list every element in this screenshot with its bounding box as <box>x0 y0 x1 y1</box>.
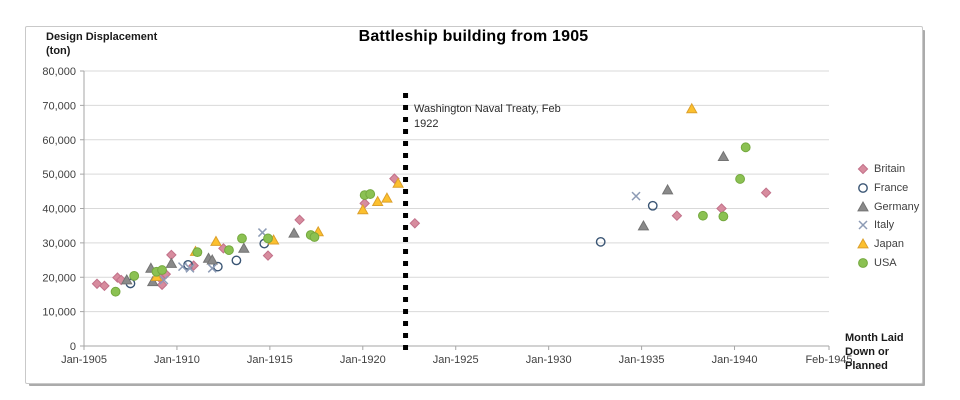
data-point-britain <box>91 278 103 290</box>
data-point-japan <box>371 195 384 207</box>
x-tick-label: Jan-1930 <box>526 354 572 366</box>
legend-label: Japan <box>874 238 904 251</box>
data-point-italy <box>177 262 188 272</box>
data-point-britain <box>262 250 274 261</box>
legend-label: Germany <box>874 200 920 213</box>
data-point-britain <box>409 217 421 229</box>
data-point-italy <box>207 263 217 273</box>
legend-item-france: France <box>856 179 919 198</box>
data-point-germany <box>146 275 159 287</box>
usa-legend-marker <box>858 257 868 268</box>
data-point-usa <box>224 245 234 255</box>
data-point-japan <box>210 235 222 246</box>
data-point-usa <box>110 286 121 297</box>
legend-label: USA <box>874 256 897 269</box>
y-tick-label: 80,000 <box>42 66 76 78</box>
x-tick-label: Jan-1925 <box>433 354 479 366</box>
legend-item-japan: Japan <box>856 235 919 254</box>
data-point-germany <box>206 254 219 265</box>
germany-triangle-icon <box>857 200 869 212</box>
x-tick-label: Feb-1945 <box>805 354 852 366</box>
data-point-usa <box>263 233 273 244</box>
data-point-britain <box>156 279 168 291</box>
y-tick-label: 50,000 <box>42 169 76 181</box>
data-point-usa <box>309 232 320 242</box>
data-point-france <box>231 255 242 266</box>
legend-item-italy: Italy <box>856 216 919 235</box>
data-point-britain <box>671 210 683 222</box>
data-point-japan <box>685 102 698 114</box>
y-tick-label: 60,000 <box>42 135 76 147</box>
britain-diamond-icon <box>857 164 869 175</box>
data-point-germany <box>120 273 133 285</box>
germany-legend-marker <box>857 200 869 212</box>
data-point-usa <box>237 233 247 244</box>
y-tick-label: 20,000 <box>42 272 76 284</box>
legend: Britain France Germany Italy Japan USA <box>856 160 919 272</box>
data-point-france <box>595 236 606 247</box>
data-point-usa <box>735 174 746 184</box>
data-point-britain <box>294 214 305 226</box>
data-point-britain <box>760 187 772 198</box>
x-tick-label: Jan-1935 <box>619 354 665 366</box>
france-open-circle-icon <box>858 183 868 193</box>
data-point-germany <box>661 183 674 195</box>
data-point-germany <box>165 257 178 268</box>
legend-label: Italy <box>874 219 895 232</box>
data-point-japan <box>381 192 393 203</box>
france-legend-marker <box>858 183 868 193</box>
data-point-germany <box>637 220 650 231</box>
data-point-japan <box>356 203 369 215</box>
treaty-annotation: Washington Naval Treaty, Feb 1922 <box>414 103 561 130</box>
y-tick-label: 70,000 <box>42 100 76 112</box>
data-point-usa <box>698 210 708 221</box>
data-point-italy <box>257 228 267 238</box>
data-point-germany <box>237 242 250 253</box>
legend-item-usa: USA <box>856 253 919 272</box>
data-point-japan <box>392 177 404 188</box>
italy-x-icon <box>858 220 868 230</box>
data-point-usa <box>740 142 751 153</box>
y-tick-label: 30,000 <box>42 238 76 250</box>
legend-label: France <box>874 182 909 195</box>
legend-label: Britain <box>874 163 906 176</box>
x-tick-label: Jan-1920 <box>340 354 386 366</box>
usa-circle-icon <box>858 257 868 268</box>
britain-legend-marker <box>857 164 869 175</box>
x-axis-title: Month Laid Down or Planned <box>845 332 904 372</box>
x-tick-label: Jan-1905 <box>61 354 107 366</box>
data-point-france <box>647 200 658 211</box>
data-point-italy <box>159 275 169 285</box>
data-point-italy <box>631 191 641 201</box>
x-tick-label: Jan-1915 <box>247 354 293 366</box>
data-point-italy <box>185 263 195 273</box>
data-point-germany <box>717 150 730 161</box>
chart-title: Battleship building from 1905 <box>358 28 589 45</box>
x-tick-label: Jan-1910 <box>154 354 200 366</box>
y-tick-label: 40,000 <box>42 204 76 216</box>
data-point-usa <box>192 247 203 258</box>
japan-triangle-icon <box>857 238 869 249</box>
legend-item-britain: Britain <box>856 160 919 179</box>
y-axis-title: Design Displacement (ton) <box>46 31 158 57</box>
data-point-germany <box>288 227 300 238</box>
italy-legend-marker <box>858 220 868 230</box>
japan-legend-marker <box>857 238 869 249</box>
x-tick-label: Jan-1940 <box>712 354 758 366</box>
legend-item-germany: Germany <box>856 197 919 216</box>
data-point-usa <box>718 211 729 222</box>
data-point-britain <box>99 280 110 292</box>
data-point-usa <box>365 189 376 199</box>
y-tick-label: 10,000 <box>42 307 76 319</box>
chart-frame <box>25 26 923 384</box>
y-tick-label: 0 <box>70 341 76 353</box>
data-point-usa <box>129 270 140 281</box>
data-point-usa <box>157 265 167 275</box>
